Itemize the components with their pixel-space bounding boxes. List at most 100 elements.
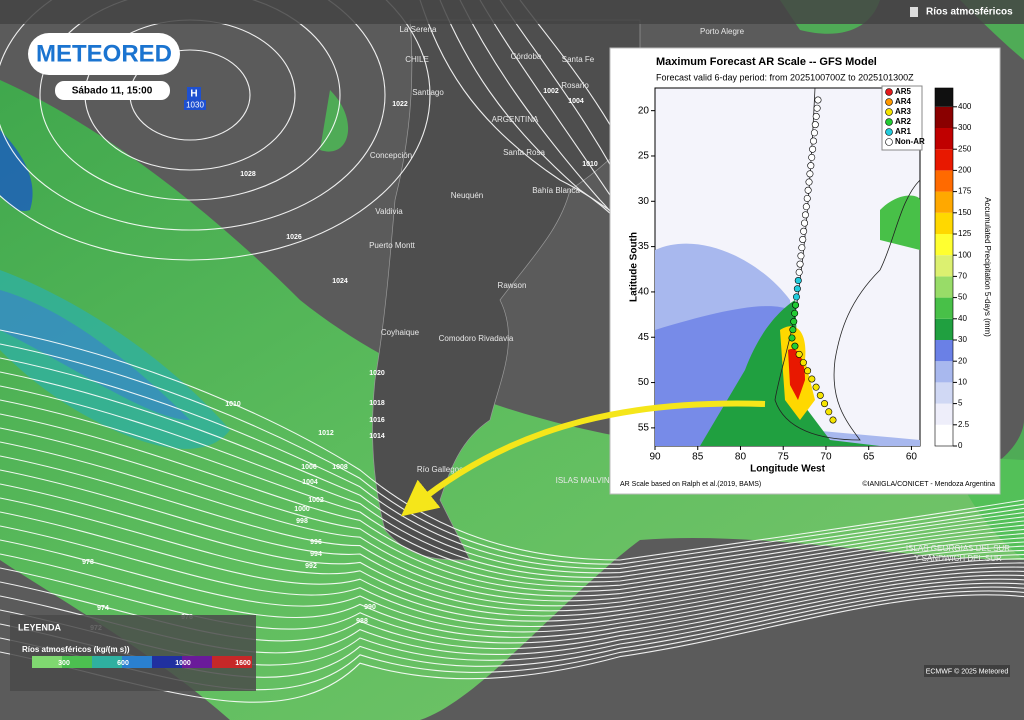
- isobar-label: 1002: [543, 88, 559, 95]
- isobar-label: 990: [364, 604, 376, 611]
- high-pressure-box: [184, 100, 206, 110]
- place-label: ISLAS GEORGIAS DEL SUR: [906, 544, 1010, 553]
- ar-legend-swatch: [885, 98, 893, 106]
- legend-tick: 1600: [235, 660, 251, 667]
- isobar-label: 1026: [286, 234, 302, 241]
- ar-core: [0, 290, 190, 420]
- ar-point: [816, 391, 824, 399]
- legend-tick: 1000: [175, 660, 191, 667]
- ar-legend-swatch: [885, 138, 893, 146]
- date-pill: [55, 81, 170, 100]
- ar-point: [807, 162, 815, 170]
- ar-point: [794, 277, 802, 285]
- x-axis-label: Longitude West: [750, 464, 825, 475]
- isobars: [0, 0, 1024, 703]
- colorbar-tick-label: 20: [958, 356, 967, 365]
- colorbar-band: [935, 88, 953, 107]
- colorbar-band: [935, 403, 953, 425]
- y-tick-label: 50: [638, 377, 650, 388]
- ar-point: [804, 367, 812, 375]
- top-bar: [0, 0, 1024, 24]
- colorbar-label: Accumulated Precipitation 5-days (mm): [983, 197, 992, 337]
- colorbar-tick-label: 0: [958, 441, 963, 450]
- ar-point: [799, 235, 807, 243]
- isobar-label: 1020: [369, 370, 385, 377]
- ar-point: [821, 400, 829, 408]
- isobar: [0, 0, 386, 231]
- colorbar-tick-label: 30: [958, 335, 967, 344]
- high-box: [187, 87, 201, 100]
- layer-name: Ríos atmosféricos: [926, 7, 1013, 18]
- isobar: [0, 399, 1024, 583]
- place-label: La Serena: [400, 25, 437, 34]
- ar-point: [793, 285, 801, 293]
- isobar: [0, 413, 1024, 588]
- colorbar-tick-label: 50: [958, 293, 967, 302]
- isobar-label: 988: [356, 618, 368, 625]
- ar-point: [805, 178, 813, 186]
- ar-point: [813, 104, 821, 112]
- colorbar-tick-label: 5: [958, 399, 963, 408]
- place-label: Y SANDWICH DEL SUR: [914, 554, 1002, 563]
- logo: METEORED: [36, 40, 172, 67]
- isobar: [0, 385, 1024, 578]
- colorbar-band: [935, 424, 953, 446]
- ar-point: [808, 153, 816, 161]
- colorbar-band: [935, 276, 953, 298]
- y-axis-label: Latitude South: [629, 232, 640, 302]
- legend-label: Ríos atmosféricos (kg/(m s)): [22, 645, 130, 654]
- colorbar-band: [935, 191, 953, 213]
- colorbar-band: [935, 382, 953, 404]
- isobar: [0, 497, 1024, 617]
- inset-footer: AR Scale based on Ralph et al.(2019, BAM…: [620, 481, 761, 488]
- isobar-label: 994: [310, 551, 322, 558]
- ar-point: [791, 309, 799, 317]
- coastline: [774, 87, 921, 441]
- ar-point: [788, 334, 796, 342]
- y-tick-label: 30: [638, 196, 650, 207]
- isobar-label: 1004: [568, 98, 584, 105]
- ar-point: [809, 145, 817, 153]
- ar-point: [825, 408, 833, 416]
- colorbar-tick-label: 200: [958, 166, 972, 175]
- colorbar-tick-label: 300: [958, 123, 972, 132]
- isobar: [0, 427, 1024, 592]
- isobar: [39, 0, 341, 201]
- colorbar-band: [935, 170, 953, 192]
- ar-legend-label: AR4: [895, 97, 912, 106]
- colorbar-tick-label: 150: [958, 208, 972, 217]
- legend-tick: 300: [58, 660, 70, 667]
- colorbar-tick-label: 70: [958, 272, 967, 281]
- isobar: [0, 539, 1024, 633]
- legend-bar: [32, 656, 252, 668]
- isobar: [0, 483, 1024, 612]
- inset-footer: ©IANIGLA/CONICET - Mendoza Argentina: [862, 480, 995, 488]
- ar-point: [789, 326, 797, 334]
- isobar-label: 1028: [240, 171, 256, 178]
- place-label: Neuquén: [451, 191, 483, 200]
- isobar-label: 996: [310, 539, 322, 546]
- isobar-label: 1010: [582, 161, 598, 168]
- ar-point: [801, 219, 809, 227]
- place-label: Puerto Montt: [369, 241, 416, 250]
- ar-point: [802, 203, 810, 211]
- ar-point: [795, 268, 803, 276]
- ar-point: [810, 137, 818, 145]
- y-tick-label: 20: [638, 105, 650, 116]
- colorbar-tick-label: 175: [958, 187, 972, 196]
- isobar: [0, 455, 1024, 602]
- colorbar-band: [935, 340, 953, 362]
- place-label: CHILE: [405, 55, 429, 64]
- colorbar-tick-label: 2.5: [958, 420, 970, 429]
- ar-point: [795, 350, 803, 358]
- ar-point: [804, 186, 812, 194]
- layer-icon: [910, 7, 918, 17]
- ar-point: [792, 301, 800, 309]
- inset-subtitle: Forecast valid 6-day period: from 202510…: [656, 72, 914, 82]
- place-label: Santa Fe: [562, 55, 595, 64]
- ar-point: [803, 194, 811, 202]
- inset-title: Maximum Forecast AR Scale -- GFS Model: [656, 56, 877, 68]
- credit: ECMWF © 2025 Meteored: [926, 667, 1009, 675]
- ar-point: [796, 260, 804, 268]
